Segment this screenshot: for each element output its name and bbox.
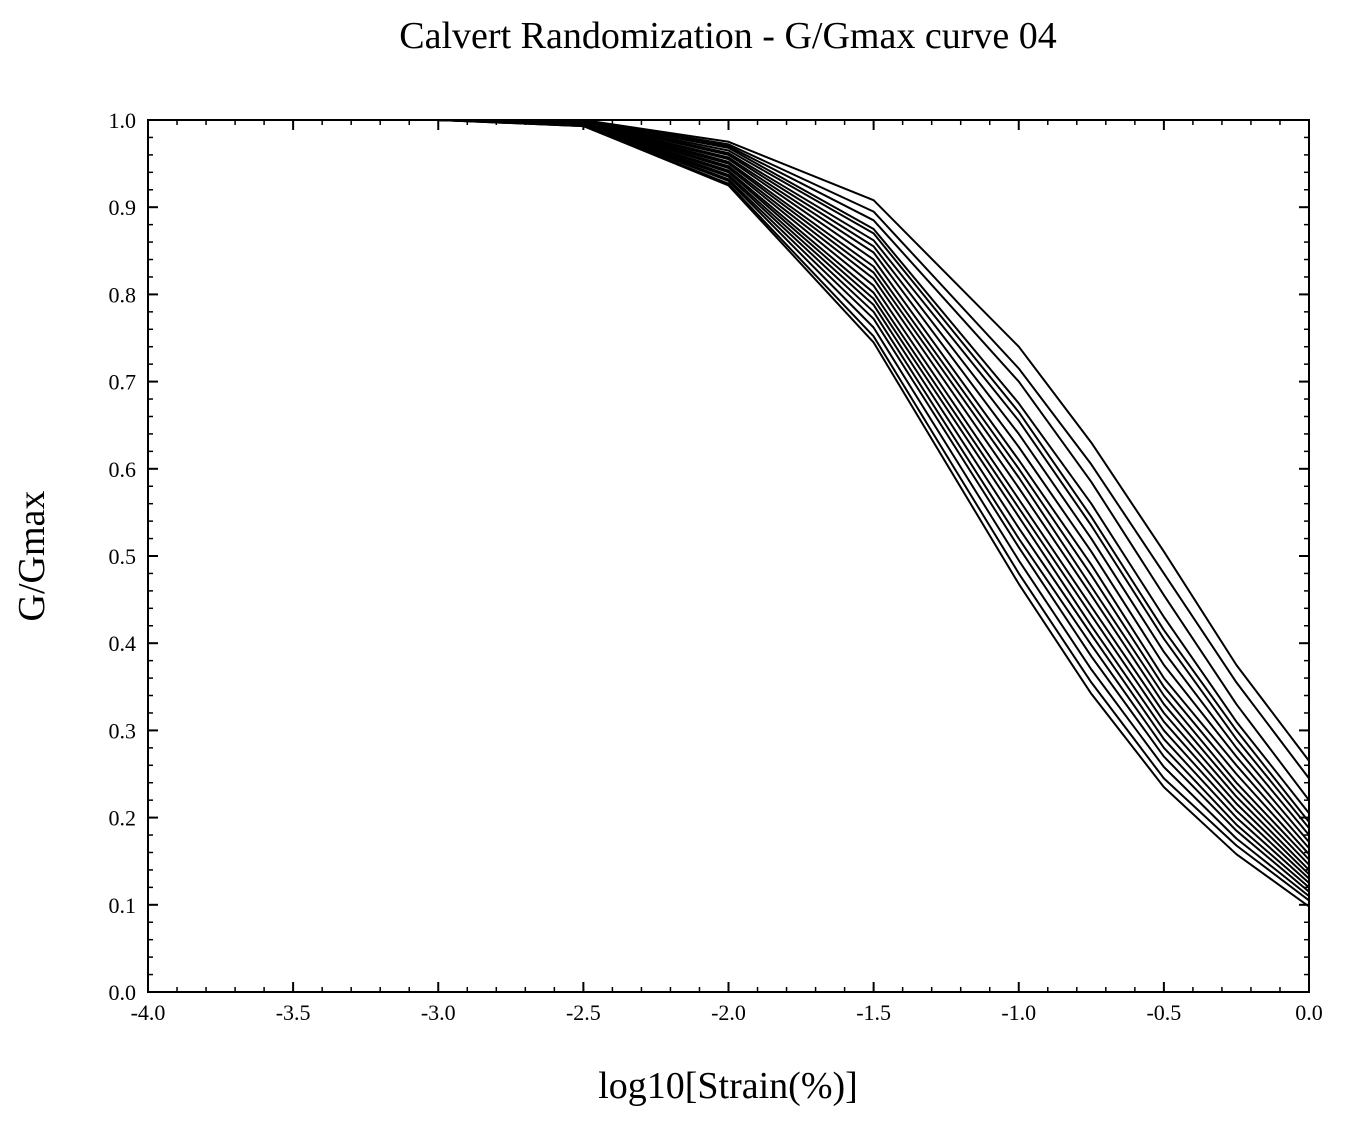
y-tick-label: 0.3 xyxy=(109,718,137,743)
plot-frame xyxy=(147,119,1310,993)
series-line-13 xyxy=(438,119,1310,871)
series-line-12 xyxy=(438,119,1310,866)
series-line-7 xyxy=(438,119,1310,836)
y-tick-label: 0.6 xyxy=(109,457,137,482)
x-tick-label: -2.0 xyxy=(711,1000,746,1025)
series-line-11 xyxy=(438,119,1310,861)
y-tick-label: 0.0 xyxy=(109,980,137,1005)
y-tick-label: 1.0 xyxy=(109,108,137,133)
x-tick-label: -0.5 xyxy=(1146,1000,1181,1025)
series-line-5 xyxy=(438,119,1310,823)
y-tick-label: 0.5 xyxy=(109,544,137,569)
series-line-2 xyxy=(438,119,1310,780)
y-tick-label: 0.2 xyxy=(109,806,137,831)
ticks-layer: -4.0 -3.5 -3.0 -2.5 -2.0 -1.5 -1.0 -0.5 0.0 0.0 0.… xyxy=(109,108,1323,1025)
x-tick-label: -1.0 xyxy=(1001,1000,1036,1025)
x-tick-label: 0.0 xyxy=(1295,1000,1323,1025)
y-tick-label: 0.1 xyxy=(109,893,137,918)
series-line-20 xyxy=(438,119,1310,902)
x-tick-label: -3.5 xyxy=(276,1000,311,1025)
y-tick-label: 0.4 xyxy=(109,631,137,656)
series-layer xyxy=(438,119,1310,908)
x-tick-label: -1.5 xyxy=(856,1000,891,1025)
x-axis-label: log10[Strain(%)] xyxy=(598,1065,858,1107)
series-line-18 xyxy=(438,119,1310,893)
series-line-4 xyxy=(438,119,1310,814)
x-tick-label: -3.0 xyxy=(421,1000,456,1025)
y-tick-label: 0.8 xyxy=(109,282,137,307)
series-line-21 xyxy=(438,119,1310,908)
series-line-10 xyxy=(438,119,1310,855)
series-line-16 xyxy=(438,119,1310,884)
x-tick-label: -4.0 xyxy=(131,1000,166,1025)
series-line-3 xyxy=(438,119,1310,801)
y-tick-label: 0.9 xyxy=(109,195,137,220)
series-line-19 xyxy=(438,119,1310,897)
y-tick-label: 0.7 xyxy=(109,370,137,395)
y-axis-label: G/Gmax xyxy=(11,491,53,622)
chart-title: Calvert Randomization - G/Gmax curve 04 xyxy=(399,15,1056,57)
x-tick-label: -2.5 xyxy=(566,1000,601,1025)
series-line-1 xyxy=(438,119,1310,762)
